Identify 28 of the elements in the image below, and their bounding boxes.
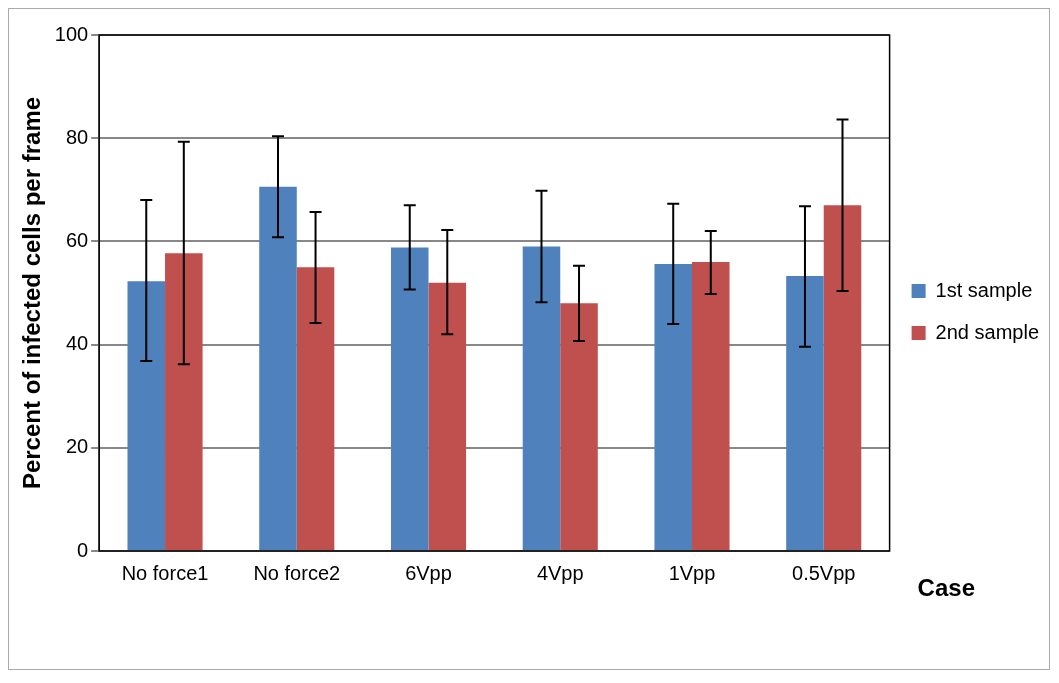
y-tick-label: 60 xyxy=(65,228,89,251)
bar xyxy=(165,253,203,550)
y-tick-label: 20 xyxy=(65,435,89,458)
x-axis-title: Case xyxy=(917,573,975,601)
x-tick-label: No force1 xyxy=(121,561,209,584)
x-tick-label: 0.5Vpp xyxy=(792,561,856,584)
legend-label: 1st sample xyxy=(935,278,1033,301)
x-tick-label: 4Vpp xyxy=(536,561,584,584)
bar xyxy=(691,262,730,550)
bar xyxy=(259,186,297,550)
y-tick-label: 40 xyxy=(65,332,89,355)
x-tick-label: 6Vpp xyxy=(405,561,452,584)
bar xyxy=(522,246,561,550)
bar xyxy=(127,281,166,550)
bar xyxy=(823,205,862,550)
bar xyxy=(428,282,467,550)
x-tick-label: 1Vpp xyxy=(668,561,716,584)
bar xyxy=(296,267,335,550)
x-tick-label: No force2 xyxy=(253,561,341,584)
y-tick-label: 100 xyxy=(54,22,89,45)
y-tick-label: 0 xyxy=(77,538,89,561)
bar xyxy=(390,247,429,550)
bar xyxy=(654,264,692,550)
legend-label: 2nd sample xyxy=(935,320,1040,343)
y-axis-title: Percent of infected cells per frame xyxy=(18,96,46,490)
bar xyxy=(786,275,824,550)
bar xyxy=(560,303,598,550)
y-tick-label: 80 xyxy=(65,125,89,148)
